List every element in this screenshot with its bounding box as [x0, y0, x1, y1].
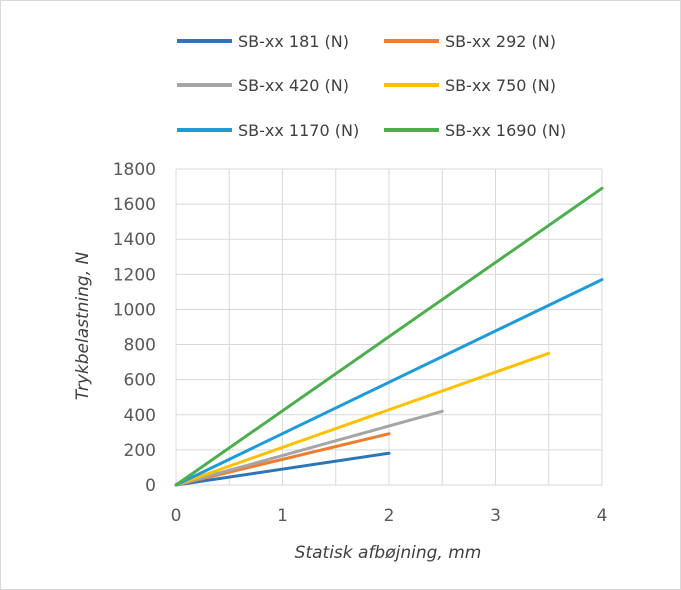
legend-label: SB-xx 181 (N): [238, 32, 349, 51]
x-tick-label: 2: [384, 506, 395, 526]
y-tick-label: 0: [145, 476, 156, 496]
legend-label: SB-xx 420 (N): [238, 76, 349, 95]
x-axis-title: Statisk afbøjning, mm: [295, 543, 482, 563]
y-tick-label: 1800: [113, 160, 156, 180]
y-tick-label: 1000: [113, 300, 156, 320]
x-tick-label: 0: [171, 506, 182, 526]
y-tick-label: 800: [124, 336, 156, 356]
series-line: [174, 451, 391, 487]
y-tick-label: 400: [124, 406, 156, 426]
series-line: [174, 409, 444, 487]
y-axis-title: Trykbelastning, N: [73, 251, 93, 400]
legend-label: SB-xx 1170 (N): [238, 121, 359, 140]
legend: SB-xx 181 (N) SB-xx 292 (N) SB-xx 420 (N) S…: [177, 32, 566, 140]
legend-label: SB-xx 750 (N): [445, 76, 556, 95]
y-axis-ticks: 0 200 400 600 800 1000 1200 1400 1600 1800: [113, 160, 156, 496]
series-line: [174, 186, 604, 487]
grid-lines: [175, 168, 603, 486]
legend-label: SB-xx 1690 (N): [445, 121, 566, 140]
x-tick-label: 4: [597, 506, 608, 526]
y-tick-label: 1400: [113, 230, 156, 250]
y-tick-label: 200: [124, 441, 156, 461]
x-tick-label: 3: [490, 506, 501, 526]
x-tick-label: 1: [277, 506, 288, 526]
legend-label: SB-xx 292 (N): [445, 32, 556, 51]
series-line: [174, 351, 551, 487]
series-lines: [174, 186, 604, 487]
y-tick-label: 600: [124, 371, 156, 391]
series-line: [174, 278, 604, 487]
y-tick-label: 1200: [113, 265, 156, 285]
y-tick-label: 1600: [113, 195, 156, 215]
x-axis-ticks: 0 1 2 3 4: [171, 506, 608, 526]
